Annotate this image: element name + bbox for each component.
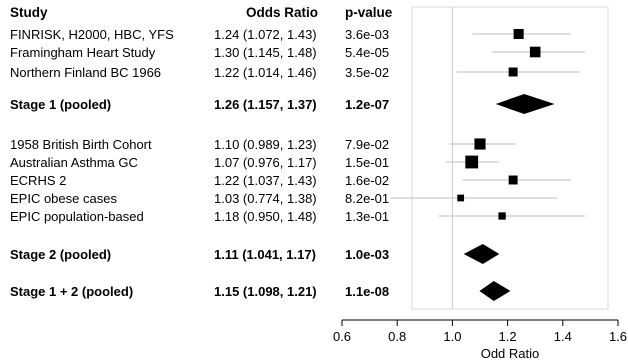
odds-ratio-text: 1.03 (0.774, 1.38) — [214, 191, 317, 206]
p-value-text: 3.5e-02 — [345, 65, 389, 80]
point-estimate-square — [513, 28, 524, 40]
p-value-text: 1.6e-02 — [345, 173, 389, 188]
p-value-text: 5.4e-05 — [345, 45, 389, 60]
x-tick-label: 1.0 — [443, 329, 461, 344]
study-label: 1958 British Birth Cohort — [10, 137, 152, 152]
plot-frame — [411, 6, 609, 310]
header-odds-ratio: Odds Ratio — [246, 5, 318, 20]
odds-ratio-text: 1.22 (1.014, 1.46) — [214, 65, 317, 80]
study-label: ECRHS 2 — [10, 173, 66, 188]
odds-ratio-text: 1.26 (1.157, 1.37) — [214, 97, 317, 112]
pooled-diamond — [495, 94, 555, 114]
odds-ratio-text: 1.15 (1.098, 1.21) — [214, 284, 317, 299]
x-axis-ticks: 0.6 0.8 1.0 1.2 1.4 1.6 — [333, 320, 627, 344]
p-value-text: 7.9e-02 — [345, 137, 389, 152]
p-value-text: 3.6e-03 — [345, 27, 389, 42]
p-value-text: 1.2e-07 — [345, 97, 389, 112]
study-label: EPIC population-based — [10, 209, 144, 224]
point-estimate-square — [508, 175, 518, 185]
odds-ratio-text: 1.22 (1.037, 1.43) — [214, 173, 317, 188]
pooled-diamond — [463, 244, 500, 264]
x-tick-label: 1.2 — [499, 329, 517, 344]
study-label: FINRISK, H2000, HBC, YFS — [10, 27, 174, 42]
header-p-value: p-value — [345, 5, 393, 20]
x-tick-label: 1.6 — [609, 329, 627, 344]
study-label: Stage 1 + 2 (pooled) — [10, 284, 133, 299]
p-value-text: 1.0e-03 — [345, 247, 389, 262]
p-value-text: 1.5e-01 — [345, 155, 389, 170]
odds-ratio-text: 1.07 (0.976, 1.17) — [214, 155, 317, 170]
x-tick-label: 0.8 — [388, 329, 406, 344]
point-estimate-square — [498, 212, 506, 220]
p-value-text: 1.3e-01 — [345, 209, 389, 224]
odds-ratio-text: 1.24 (1.072, 1.43) — [214, 27, 317, 42]
study-label: Framingham Heart Study — [10, 45, 156, 60]
odds-ratio-text: 1.11 (1.041, 1.17) — [214, 247, 316, 262]
odds-ratio-text: 1.30 (1.145, 1.48) — [214, 45, 317, 60]
x-tick-label: 1.4 — [554, 329, 572, 344]
x-axis-label: Odd Ratio — [481, 346, 540, 361]
study-label: Australian Asthma GC — [10, 155, 138, 170]
p-value-text: 1.1e-08 — [345, 284, 389, 299]
study-label: Stage 2 (pooled) — [10, 247, 111, 262]
point-estimate-square — [474, 138, 486, 150]
x-tick-label: 0.6 — [333, 329, 351, 344]
pooled-diamond — [479, 281, 511, 301]
point-estimate-square — [529, 46, 541, 58]
point-estimate-square — [508, 67, 518, 77]
table-rows: FINRISK, H2000, HBC, YFS 1.24 (1.072, 1.4… — [10, 27, 389, 299]
odds-ratio-text: 1.18 (0.950, 1.48) — [214, 209, 317, 224]
odds-ratio-text: 1.10 (0.989, 1.23) — [214, 137, 317, 152]
study-label: Northern Finland BC 1966 — [10, 65, 161, 80]
p-value-text: 8.2e-01 — [345, 191, 389, 206]
study-label: Stage 1 (pooled) — [10, 97, 111, 112]
point-estimate-square — [457, 194, 465, 202]
study-label: EPIC obese cases — [10, 191, 117, 206]
header-study: Study — [10, 5, 48, 20]
point-estimate-square — [465, 155, 479, 169]
plot-marks — [390, 28, 585, 301]
